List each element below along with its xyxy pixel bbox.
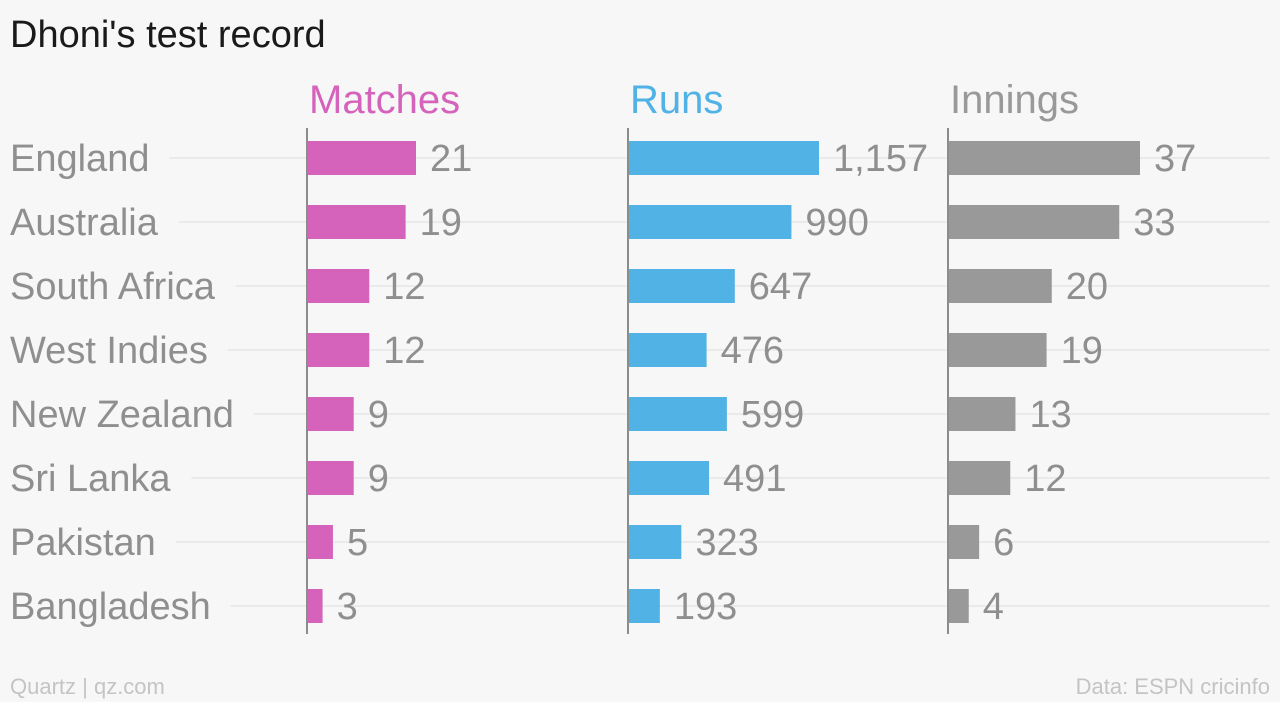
data-label: 491: [723, 458, 786, 500]
bar: [628, 205, 792, 239]
bar: [628, 141, 819, 175]
data-label: 599: [741, 394, 804, 436]
data-label: 5: [347, 522, 368, 564]
bar: [948, 461, 1011, 495]
footer-source-right: Data: ESPN cricinfo: [1075, 674, 1270, 699]
data-label: 647: [749, 266, 812, 308]
bar: [948, 589, 969, 623]
bar: [307, 269, 370, 303]
bar: [628, 397, 727, 431]
bar: [628, 525, 682, 559]
series-title: Runs: [630, 78, 723, 122]
panel-runs: Runs 1,157 990 647 476 599 491 323 193: [627, 78, 928, 634]
data-label: 20: [1066, 266, 1108, 308]
data-label: 1,157: [833, 138, 928, 180]
data-label: 33: [1133, 202, 1175, 244]
panels: Matches211912129953Runs1,157990647476599…: [306, 78, 1196, 634]
series-title: Innings: [950, 78, 1079, 122]
category-label: Bangladesh: [10, 586, 211, 628]
data-label: 9: [368, 458, 389, 500]
bar: [948, 333, 1047, 367]
chart-title: Dhoni's test record: [10, 14, 326, 56]
bar: [948, 525, 980, 559]
data-label: 476: [721, 330, 784, 372]
bar: [948, 397, 1016, 431]
category-label: Australia: [10, 202, 159, 244]
category-label: West Indies: [10, 330, 208, 372]
bar: [307, 461, 354, 495]
data-label: 323: [695, 522, 758, 564]
bar: [307, 589, 323, 623]
data-label: 12: [383, 266, 425, 308]
footer-source-left: Quartz | qz.com: [10, 674, 165, 699]
bar: [948, 205, 1120, 239]
category-label: New Zealand: [10, 394, 234, 436]
series-title: Matches: [309, 78, 460, 122]
bar: [307, 333, 370, 367]
bar: [307, 397, 354, 431]
data-label: 13: [1029, 394, 1071, 436]
bar: [628, 269, 735, 303]
data-label: 19: [420, 202, 462, 244]
data-label: 19: [1061, 330, 1103, 372]
data-label: 3: [337, 586, 358, 628]
data-label: 990: [805, 202, 868, 244]
category-label: Pakistan: [10, 522, 156, 564]
bar: [948, 141, 1140, 175]
data-label: 12: [1024, 458, 1066, 500]
bar: [307, 205, 406, 239]
bar: [628, 461, 710, 495]
data-label: 4: [983, 586, 1004, 628]
category-labels: England Australia South Africa West Indies N…: [10, 138, 234, 628]
panel-innings: Innings 37 33 20 19 13 126 4: [947, 78, 1196, 634]
data-label: 9: [368, 394, 389, 436]
data-label: 12: [383, 330, 425, 372]
bar: [628, 333, 707, 367]
data-label: 21: [430, 138, 472, 180]
bar: [948, 269, 1052, 303]
bar: [307, 141, 416, 175]
category-label: England: [10, 138, 149, 180]
category-label: South Africa: [10, 266, 216, 308]
bar: [628, 589, 660, 623]
data-label: 193: [674, 586, 737, 628]
data-label: 6: [993, 522, 1014, 564]
data-label: 37: [1154, 138, 1196, 180]
category-label: Sri Lanka: [10, 458, 171, 500]
bar: [307, 525, 333, 559]
